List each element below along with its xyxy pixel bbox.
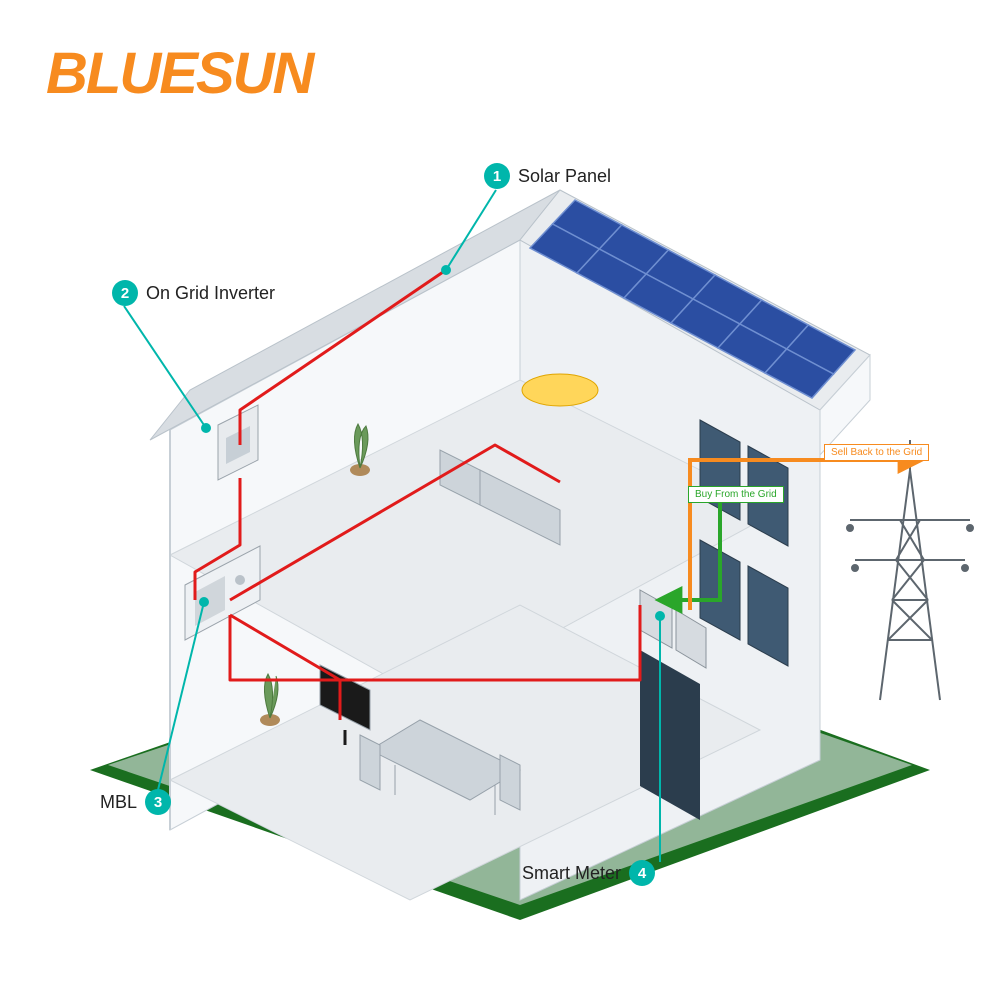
diagram-scene (0, 0, 1001, 1001)
label-smart-meter: Smart Meter 4 (522, 860, 655, 886)
label-4-text: Smart Meter (522, 863, 621, 884)
power-tower (847, 440, 973, 700)
label-3-text: MBL (100, 792, 137, 813)
buy-label: Buy From the Grid (688, 486, 784, 503)
label-mbl: MBL 3 (100, 789, 171, 815)
ceiling-light (522, 374, 598, 406)
badge-3: 3 (145, 789, 171, 815)
badge-1: 1 (484, 163, 510, 189)
badge-4: 4 (629, 860, 655, 886)
label-inverter: 2 On Grid Inverter (112, 280, 275, 306)
label-2-text: On Grid Inverter (146, 283, 275, 304)
sell-label: Sell Back to the Grid (824, 444, 929, 461)
label-1-text: Solar Panel (518, 166, 611, 187)
badge-2: 2 (112, 280, 138, 306)
label-solar-panel: 1 Solar Panel (484, 163, 611, 189)
